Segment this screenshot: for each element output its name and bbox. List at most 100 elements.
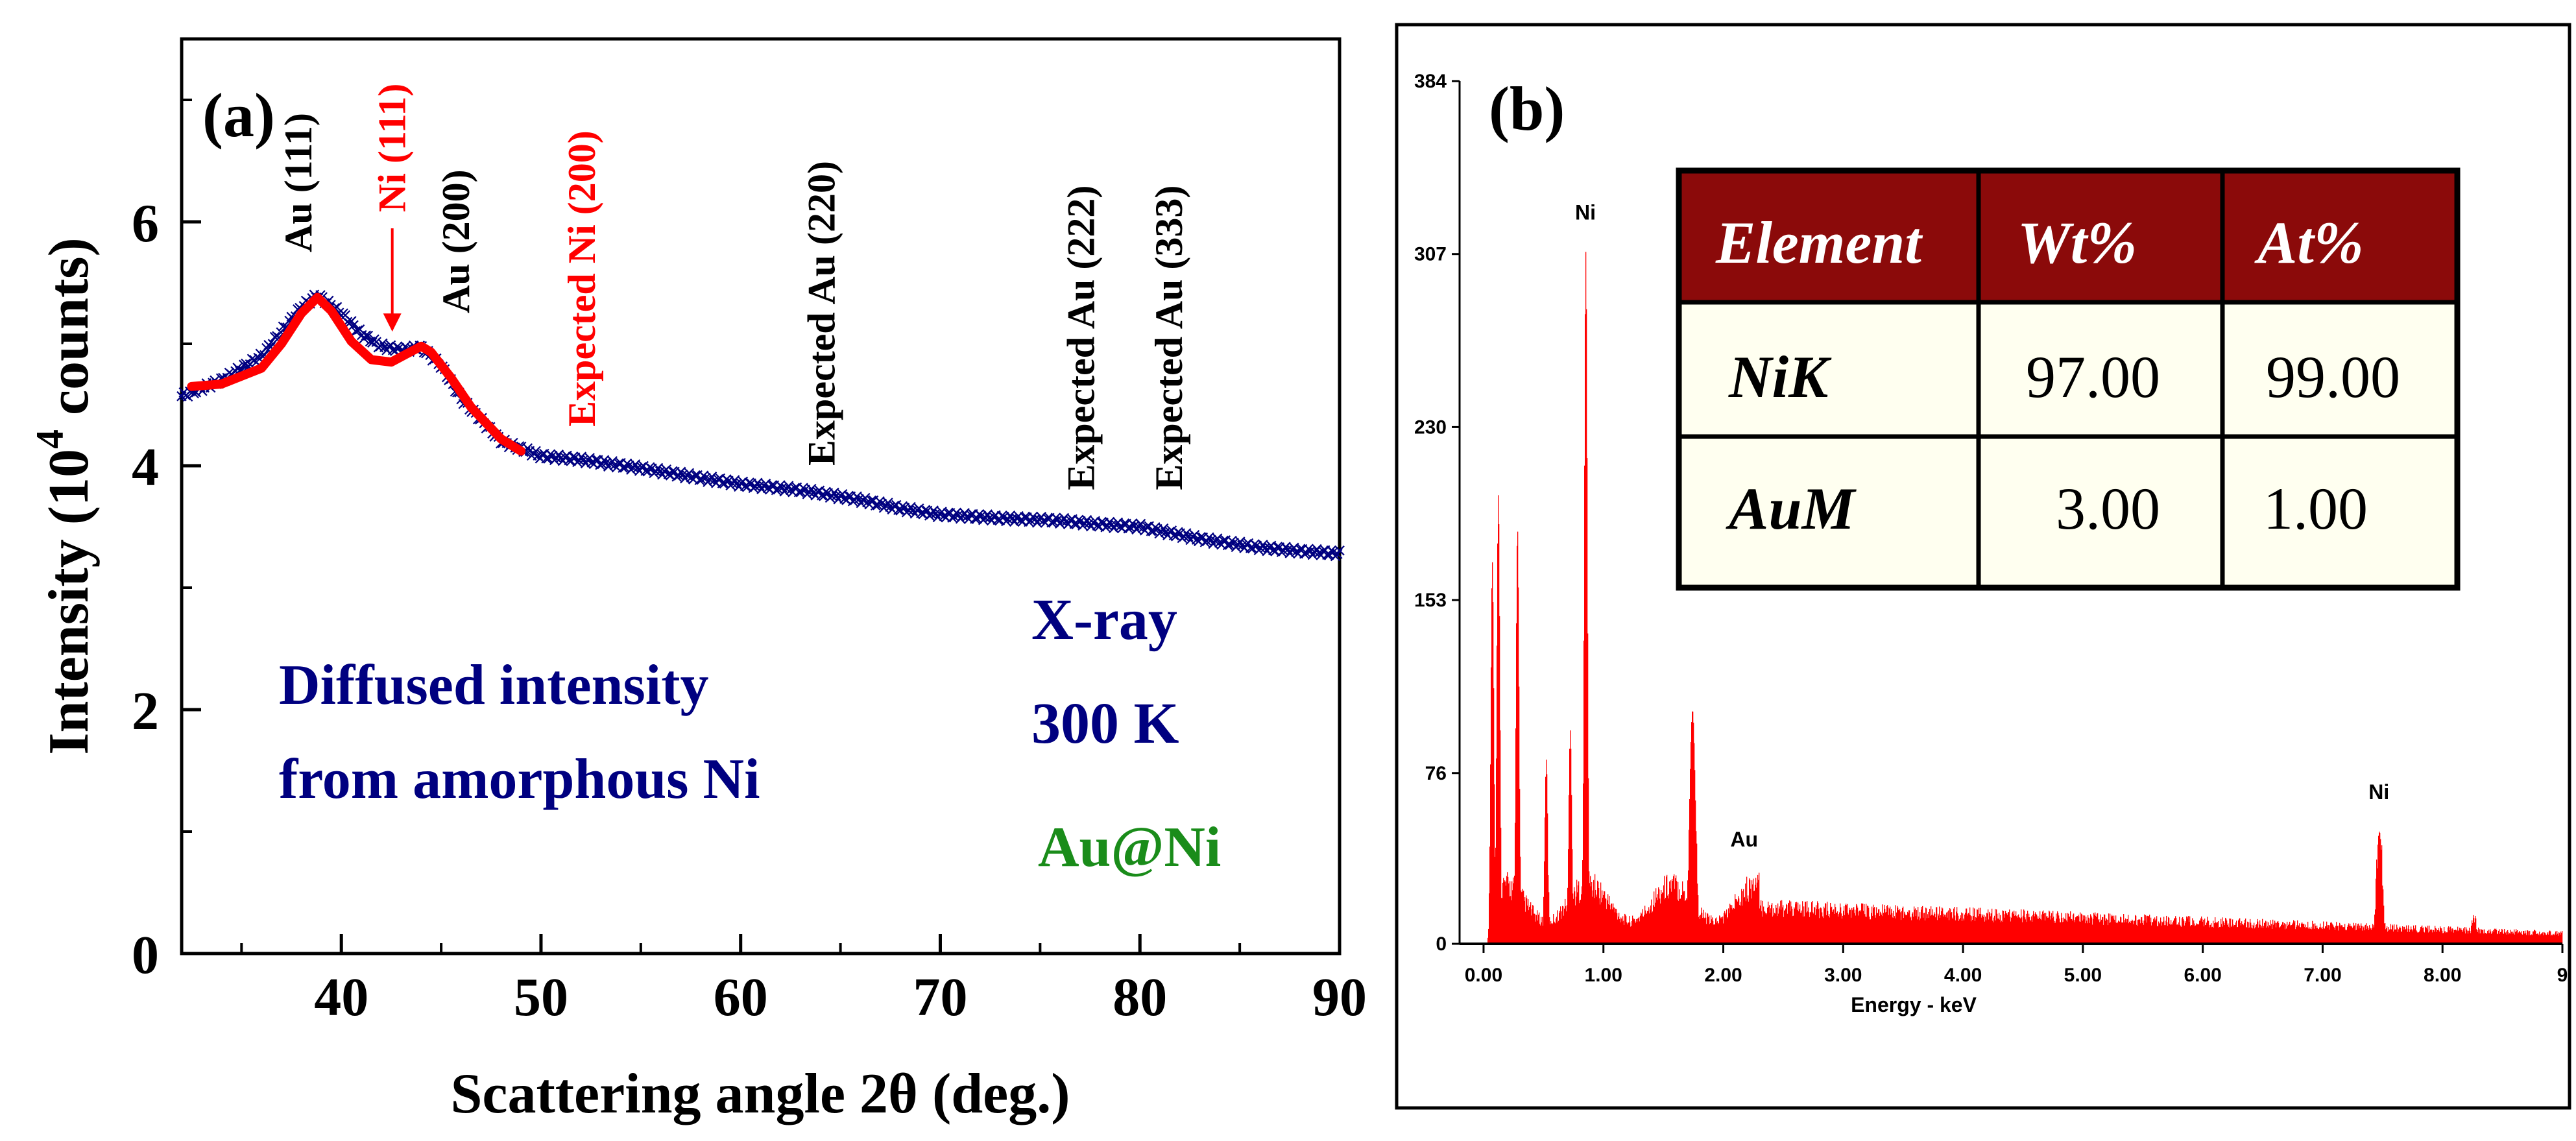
spectrum-bin	[1605, 898, 1606, 944]
spectrum-bin	[1602, 897, 1604, 944]
spectrum-bin	[1693, 723, 1694, 944]
spectrum-bin	[1537, 920, 1539, 944]
spectrum-bin	[2131, 921, 2132, 944]
spectrum-bin	[1859, 910, 1860, 944]
spectrum-bin	[1557, 910, 1558, 944]
spectrum-bin	[1957, 913, 1958, 944]
spectrum-bin	[1743, 889, 1744, 944]
spectrum-bin	[2306, 927, 2307, 944]
spectrum-bin	[2217, 922, 2219, 944]
spectrum-bin	[1862, 903, 1864, 944]
spectrum-bin	[2160, 917, 2161, 944]
spectrum-bin	[2263, 926, 2265, 944]
spectrum-bin	[1806, 912, 1807, 944]
spectrum-bin	[2364, 930, 2365, 944]
spectrum-bin	[2080, 921, 2082, 944]
spectrum-bin	[2528, 931, 2529, 944]
spectrum-bin	[1666, 876, 1667, 944]
spectrum-bin	[2209, 925, 2211, 944]
spectrum-bin	[1715, 918, 1716, 944]
spectrum-bin	[2064, 919, 2065, 944]
spectrum-bin	[1884, 908, 1886, 944]
spectrum-bin	[1789, 900, 1790, 944]
spectrum-bin	[2183, 919, 2184, 944]
spectrum-bin	[1933, 915, 1934, 944]
spectrum-bin	[2449, 927, 2450, 944]
spectrum-bin	[1839, 912, 1840, 944]
panel-b-x-axis-label: Energy - keV	[1851, 993, 1977, 1016]
spectrum-bin	[1804, 916, 1805, 944]
panel-b-outer-frame	[1395, 23, 2571, 1110]
spectrum-bin	[2142, 922, 2143, 944]
spectrum-bin	[1891, 909, 1892, 944]
spectrum-bin	[1969, 907, 1971, 944]
spectrum-bin	[2526, 935, 2527, 944]
spectrum-bin	[2102, 917, 2104, 944]
spectrum-bin	[1535, 921, 1537, 944]
spectrum-bin	[1653, 905, 1654, 944]
spectrum-bin	[2333, 926, 2335, 944]
spectrum-bin	[2098, 920, 2099, 944]
spectrum-bin	[2174, 918, 2176, 944]
spectrum-bin	[2453, 932, 2455, 944]
spectrum-bin	[2249, 927, 2250, 944]
spectrum-bin	[1831, 906, 1833, 944]
spectrum-bin	[2197, 924, 2198, 944]
spectrum-bin	[2065, 913, 2067, 944]
spectrum-bin	[2225, 917, 2226, 944]
spectrum-bin	[1958, 920, 1960, 944]
y-tick-label: 0	[1436, 933, 1447, 955]
spectrum-bin	[1961, 912, 1962, 944]
spectrum-bin	[1967, 913, 1968, 944]
spectrum-bin	[2544, 932, 2546, 944]
spectrum-bin	[2221, 924, 2222, 944]
spectrum-bin	[1964, 914, 1966, 944]
spectrum-bin	[2489, 933, 2490, 944]
spectrum-bin	[1979, 913, 1980, 944]
panel-a-xrd-chart: 40 50 60 70 80 90 0 2 4 6 Au (111) Ni (111) Au (200…	[29, 37, 1367, 1125]
spectrum-bin	[2532, 935, 2533, 944]
spectrum-bin	[2166, 915, 2167, 944]
spectrum-bin	[1970, 915, 1971, 944]
spectrum-bin	[1766, 913, 1768, 944]
spectrum-bin	[2511, 931, 2512, 944]
spectrum-bin	[1885, 912, 1886, 944]
spectrum-bin	[2542, 932, 2544, 944]
spectrum-bin	[1821, 908, 1822, 944]
spectrum-bin	[2425, 926, 2426, 944]
spectrum-bin	[2444, 931, 2446, 944]
spectrum-bin	[1756, 887, 1757, 944]
spectrum-bin	[2540, 934, 2542, 944]
spectrum-bin	[2012, 911, 2014, 944]
spectrum-bin	[2389, 929, 2390, 944]
spectrum-bin	[1566, 911, 1567, 944]
spectrum-bin	[2068, 913, 2069, 944]
xray-label: X-ray	[1031, 588, 1177, 652]
spectrum-bin	[1694, 770, 1696, 944]
spectrum-bin	[1651, 899, 1652, 944]
spectrum-bin	[1689, 799, 1691, 944]
spectrum-bin	[2056, 919, 2058, 944]
spectrum-bin	[2151, 925, 2152, 944]
spectrum-bin	[1613, 907, 1615, 944]
spectrum-bin	[1786, 904, 1787, 944]
x-tick-label: 7.00	[2304, 965, 2341, 986]
spectrum-bin	[2383, 906, 2385, 944]
spectrum-bin	[2408, 925, 2409, 944]
spectrum-bin	[1606, 909, 1607, 944]
spectrum-bin	[1871, 913, 1872, 944]
spectrum-bin	[1679, 898, 1681, 944]
peak-annotation: Expected Ni (200)	[560, 130, 603, 427]
spectrum-bin	[2293, 920, 2294, 944]
spectrum-bin	[2323, 921, 2324, 944]
spectrum-bin	[2527, 930, 2529, 944]
spectrum-bin	[1858, 915, 1859, 944]
spectrum-bin	[1517, 531, 1519, 944]
spectrum-bin	[2286, 928, 2287, 944]
spectrum-bin	[1490, 764, 1491, 944]
spectrum-bin	[1888, 915, 1890, 944]
spectrum-bin	[2193, 920, 2195, 944]
data-point-marker	[348, 320, 359, 331]
spectrum-bin	[2018, 914, 2019, 944]
spectrum-bin	[1696, 843, 1698, 944]
